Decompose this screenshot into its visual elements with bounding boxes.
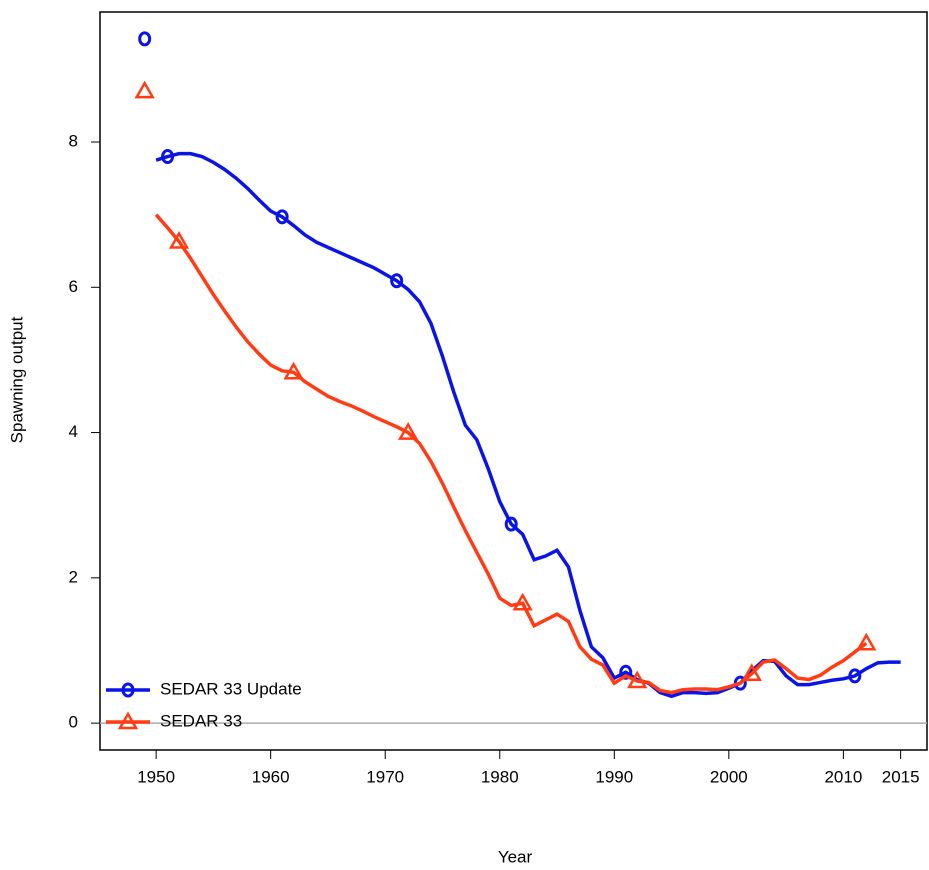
marker (504, 516, 518, 532)
marker (390, 273, 404, 289)
marker (619, 664, 633, 680)
x-tick-label: 1960 (252, 767, 290, 786)
x-tick-label: 1980 (481, 767, 519, 786)
y-tick-label: 8 (69, 132, 78, 151)
x-tick-label: 2010 (824, 767, 862, 786)
x-tick-label: 2015 (882, 767, 920, 786)
marker (741, 663, 762, 681)
marker (627, 670, 648, 689)
y-axis-label: Spawning output (7, 316, 26, 443)
series-line (155, 151, 901, 699)
y-tick-label: 4 (69, 422, 78, 441)
marker (283, 361, 304, 380)
marker (856, 632, 877, 651)
marker (275, 209, 289, 225)
plot-box (99, 11, 928, 751)
marker (134, 80, 155, 99)
marker (138, 31, 152, 47)
marker (397, 422, 419, 440)
x-tick-label: 1950 (137, 767, 175, 786)
x-axis-label: Year (498, 847, 533, 866)
x-tick-label: 2000 (710, 767, 748, 786)
x-tick-label: 1990 (595, 767, 633, 786)
y-tick-label: 6 (69, 277, 78, 296)
y-tick-label: 0 (69, 713, 78, 732)
marker (848, 668, 862, 684)
legend-label: SEDAR 33 Update (160, 679, 302, 698)
legend-label: SEDAR 33 (160, 711, 242, 730)
marker (512, 592, 533, 611)
y-tick-label: 2 (69, 567, 78, 586)
x-tick-label: 1970 (366, 767, 404, 786)
legend-marker (121, 682, 135, 698)
marker (161, 149, 175, 165)
series-line (154, 213, 868, 695)
marker (168, 231, 190, 249)
legend-marker (117, 711, 139, 730)
